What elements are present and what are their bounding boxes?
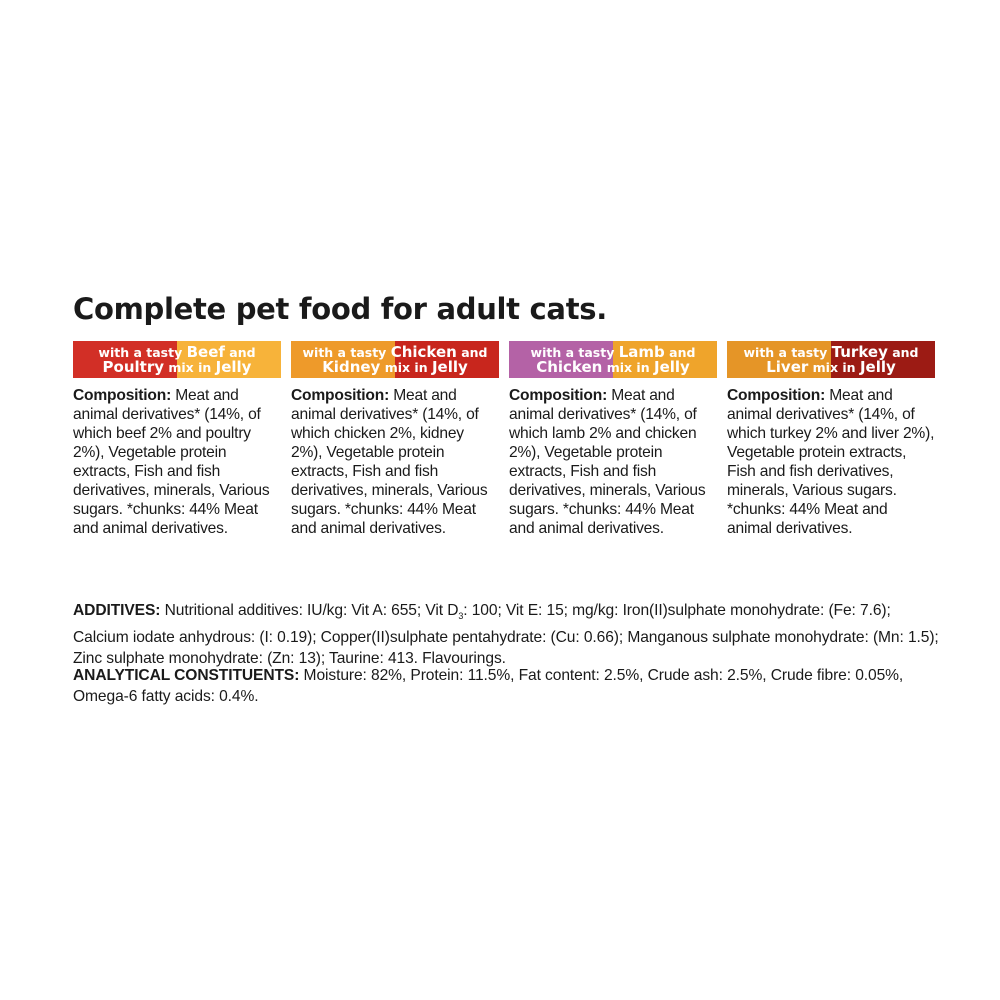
composition-text: Composition: Meat and animal derivatives… xyxy=(291,387,488,537)
variant-column: with a tasty Lamb and Chicken mix in Jel… xyxy=(509,341,717,538)
variant-column: with a tasty Turkey and Liver mix in Jel… xyxy=(727,341,935,538)
variant-banner: with a tasty Lamb and Chicken mix in Jel… xyxy=(509,341,717,378)
composition-text: Composition: Meat and animal derivatives… xyxy=(73,387,270,537)
variant-column: with a tasty Chicken and Kidney mix in J… xyxy=(291,341,499,538)
variant-banner: with a tasty Turkey and Liver mix in Jel… xyxy=(727,341,935,378)
page-title: Complete pet food for adult cats. xyxy=(73,292,607,326)
composition-text: Composition: Meat and animal derivatives… xyxy=(509,387,706,537)
composition-text: Composition: Meat and animal derivatives… xyxy=(727,387,935,537)
variant-banner: with a tasty Chicken and Kidney mix in J… xyxy=(291,341,499,378)
additives: ADDITIVES: Nutritional additives: IU/kg:… xyxy=(73,602,939,668)
analytical-constituents: ANALYTICAL CONSTITUENTS: Moisture: 82%, … xyxy=(73,667,904,705)
variant-column: with a tasty Beef and Poultry mix in Jel… xyxy=(73,341,281,538)
variant-banner: with a tasty Beef and Poultry mix in Jel… xyxy=(73,341,281,378)
